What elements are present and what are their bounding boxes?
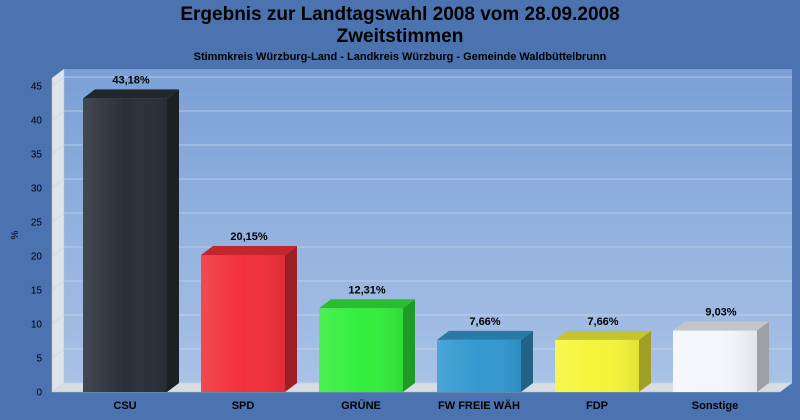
x-tick-label: SPD — [232, 400, 255, 412]
y-tick-label: 45 — [31, 82, 43, 93]
bar-sheen — [83, 98, 167, 392]
y-tick-label: 15 — [31, 286, 43, 297]
y-tick-label: 25 — [31, 218, 43, 229]
y-tick-label: 35 — [31, 150, 43, 161]
bar-side — [167, 89, 179, 392]
bar-gr-ne[interactable]: 12,31% — [319, 284, 415, 392]
bars: 43,18% 20,15% 12,31% 7,66% 7,66% 9,03% — [83, 74, 769, 392]
bar-top — [437, 330, 533, 340]
data-label: 43,18% — [112, 74, 150, 86]
chart-title-line1: Ergebnis zur Landtagswahl 2008 vom 28.09… — [180, 4, 620, 25]
grid-line — [51, 348, 792, 359]
x-tick-label: Sonstige — [692, 400, 738, 412]
bar-top — [319, 299, 415, 309]
bar-fw-freie-w-h[interactable]: 7,66% — [437, 316, 533, 392]
y-tick-label: 10 — [31, 320, 43, 331]
chart-header: Ergebnis zur Landtagswahl 2008 vom 28.09… — [0, 0, 800, 64]
x-tick-label: FDP — [586, 400, 608, 412]
y-axis-label: % — [10, 230, 21, 239]
grid-line — [51, 246, 792, 257]
chart-title-line2: Zweitstimmen — [336, 26, 464, 47]
data-label: 12,31% — [348, 284, 386, 296]
grid-line — [51, 212, 792, 223]
y-axis: 0 5 10 15 20 25 30 35 40 45 — [31, 82, 43, 399]
grid-line — [51, 110, 792, 121]
data-label: 7,66% — [587, 316, 618, 328]
y-tick-label: 5 — [36, 354, 42, 365]
bar-sheen — [673, 330, 757, 392]
chart-subtitle: Stimmkreis Würzburg-Land - Landkreis Wür… — [193, 51, 607, 63]
bar-side — [757, 321, 769, 392]
bar-sheen — [201, 254, 285, 392]
bar-side — [639, 330, 651, 392]
bar-sheen — [319, 308, 403, 392]
plot-left-wall — [51, 68, 65, 393]
chart-title: Ergebnis zur Landtagswahl 2008 vom 28.09… — [0, 0, 800, 48]
grid-line — [51, 144, 792, 155]
bar-spd[interactable]: 20,15% — [201, 231, 297, 392]
bar-sheen — [437, 339, 521, 392]
bar-csu[interactable]: 43,18% — [83, 74, 179, 392]
bar-top — [673, 321, 769, 331]
x-tick-label: GRÜNE — [341, 399, 381, 412]
y-tick-label: 0 — [36, 388, 42, 399]
grid-line — [51, 314, 792, 325]
bar-side — [403, 299, 415, 392]
data-label: 9,03% — [705, 307, 736, 319]
x-axis: CSU SPD GRÜNE FW FREIE WÄH FDP Sonstige — [113, 399, 738, 412]
grid-lines — [51, 76, 792, 393]
y-tick-label: 20 — [31, 252, 43, 263]
bar-side — [521, 330, 533, 392]
bar-sheen — [555, 339, 639, 392]
y-tick-label: 40 — [31, 116, 43, 127]
bar-fdp[interactable]: 7,66% — [555, 316, 651, 392]
grid-line — [51, 382, 792, 393]
x-tick-label: FW FREIE WÄH — [438, 399, 520, 412]
y-tick-label: 30 — [31, 184, 43, 195]
bar-side — [285, 245, 297, 392]
bar-sonstige[interactable]: 9,03% — [673, 307, 769, 392]
bar-top — [201, 245, 297, 255]
bar-top — [83, 89, 179, 99]
grid-line — [51, 178, 792, 189]
x-tick-label: CSU — [113, 400, 136, 412]
bar-top — [555, 330, 651, 340]
data-label: 20,15% — [230, 231, 268, 243]
grid-line — [51, 76, 792, 87]
data-label: 7,66% — [469, 316, 500, 328]
grid-line — [51, 280, 792, 291]
